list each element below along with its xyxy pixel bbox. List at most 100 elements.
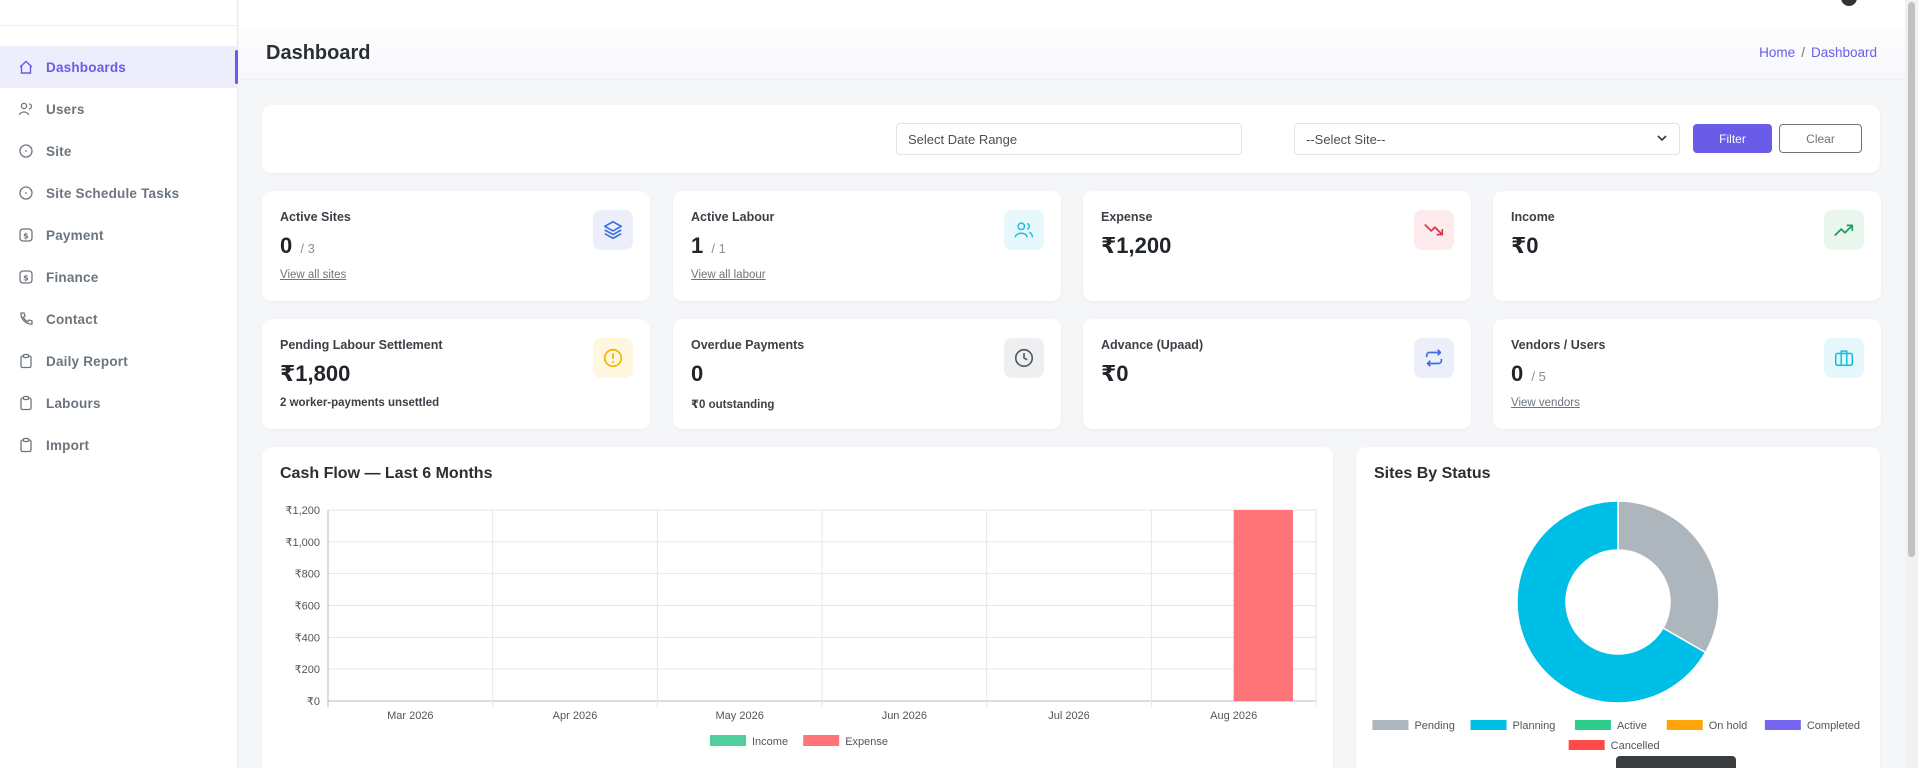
sidebar-item-users[interactable]: Users: [0, 88, 238, 130]
sidebar-item-site[interactable]: Site: [0, 130, 238, 172]
stat-card-advance-upaad: Advance (Upaad) ₹0: [1083, 319, 1471, 429]
stat-value-number: 0: [280, 233, 293, 258]
stat-card-active-labour: Active Labour 1 / 1 View all labour: [673, 191, 1061, 301]
site-select[interactable]: --Select Site--: [1294, 123, 1680, 155]
stat-value: 0 / 5: [1511, 361, 1546, 387]
sidebar-item-labours[interactable]: Labours: [0, 382, 238, 424]
bar-expense[interactable]: [1233, 510, 1293, 701]
legend-label[interactable]: Pending: [1414, 720, 1454, 732]
sidebar-item-payment[interactable]: $ Payment: [0, 214, 238, 256]
sidebar-item-label: Site Schedule Tasks: [46, 185, 180, 201]
top-navbar: [239, 0, 1905, 26]
slice-planning[interactable]: [1516, 500, 1707, 704]
stat-value-number: ₹1,800: [280, 361, 351, 386]
page-header: Dashboard Home / Dashboard: [239, 26, 1905, 80]
legend-swatch[interactable]: [1574, 720, 1611, 730]
stat-value-number: 0: [1511, 361, 1524, 386]
page-scrollbar[interactable]: [1905, 0, 1918, 768]
breadcrumb-separator: /: [1801, 45, 1805, 60]
sites-status-card: Sites By Status Pending Planning Active On …: [1356, 447, 1880, 768]
scrollbar-thumb[interactable]: [1908, 2, 1915, 557]
chevron-down-icon: [1656, 132, 1668, 147]
legend-swatch[interactable]: [1568, 740, 1605, 750]
x-tick-label: Apr 2026: [553, 710, 598, 722]
svg-text:$: $: [23, 232, 29, 241]
stat-label: Overdue Payments: [691, 338, 805, 352]
legend-swatch[interactable]: [1470, 720, 1507, 730]
legend-swatch[interactable]: [1372, 720, 1409, 730]
cash-flow-chart: ₹0 ₹200 ₹400 ₹600 ₹800 ₹1,000 ₹1,200 Mar 2026 Ap…: [285, 505, 1317, 748]
sidebar-item-label: Site: [46, 143, 72, 159]
x-tick-label: Aug 2026: [1210, 710, 1257, 722]
legend-swatch[interactable]: [710, 735, 746, 746]
sidebar-logo-area: [0, 0, 237, 26]
sidebar-nav: Dashboards Users Site Site Schedule Tasks $ P…: [0, 46, 238, 466]
sidebar-item-label: Users: [46, 101, 85, 117]
sidebar-item-daily-report[interactable]: Daily Report: [0, 340, 238, 382]
clock-icon: [1004, 338, 1044, 378]
legend-label[interactable]: Active: [1617, 720, 1647, 732]
stat-label: Active Sites: [280, 210, 351, 224]
stat-card-overdue-payments: Overdue Payments 0 ₹0 outstanding: [673, 319, 1061, 429]
legend-swatch[interactable]: [1764, 720, 1801, 730]
stat-link[interactable]: View all labour: [691, 269, 766, 281]
stat-value: ₹0: [1511, 233, 1539, 259]
x-tick-label: Jul 2026: [1048, 710, 1090, 722]
stat-value-number: ₹1,200: [1101, 233, 1172, 258]
x-tick-label: Jun 2026: [882, 710, 927, 722]
stat-label: Pending Labour Settlement: [280, 338, 443, 352]
legend-label[interactable]: Planning: [1513, 720, 1556, 732]
stat-card-expense: Expense ₹1,200: [1083, 191, 1471, 301]
sidebar-item-label: Finance: [46, 269, 99, 285]
circle-icon: [18, 143, 34, 159]
breadcrumb-home-link[interactable]: Home: [1759, 45, 1796, 60]
sidebar-item-finance[interactable]: $ Finance: [0, 256, 238, 298]
sidebar-item-label: Labours: [46, 395, 101, 411]
sidebar-item-import[interactable]: Import: [0, 424, 238, 466]
legend-swatch[interactable]: [803, 735, 840, 746]
stat-card-income: Income ₹0: [1493, 191, 1881, 301]
clipboard-icon: [18, 437, 34, 453]
stat-subtext: 2 worker-payments unsettled: [280, 397, 440, 409]
sidebar-item-dashboards[interactable]: Dashboards: [0, 46, 238, 88]
repeat-icon: [1414, 338, 1454, 378]
x-tick-label: May 2026: [716, 710, 764, 722]
breadcrumb: Home / Dashboard: [1759, 45, 1877, 60]
floating-toolbar[interactable]: [1616, 756, 1736, 768]
sidebar-item-contact[interactable]: Contact: [0, 298, 238, 340]
legend-label[interactable]: Cancelled: [1611, 740, 1660, 752]
trending-up-icon: [1824, 210, 1864, 250]
stat-link[interactable]: View all sites: [280, 269, 347, 281]
sites-status-title: Sites By Status: [1374, 465, 1491, 482]
y-tick-label: ₹0: [307, 696, 320, 708]
avatar[interactable]: [1841, 0, 1857, 6]
stat-label: Expense: [1101, 210, 1153, 224]
legend-label[interactable]: Income: [752, 736, 788, 748]
slice-pending[interactable]: [1617, 500, 1720, 654]
clear-button[interactable]: Clear: [1779, 124, 1862, 153]
sidebar-item-label: Daily Report: [46, 353, 128, 369]
stat-value-number: ₹0: [1511, 233, 1539, 258]
cash-flow-card: Cash Flow — Last 6 Months ₹0 ₹200 ₹400 ₹600…: [262, 447, 1333, 768]
sidebar-item-label: Contact: [46, 311, 98, 327]
circle-icon: [18, 185, 34, 201]
y-tick-label: ₹600: [295, 601, 320, 613]
legend-label[interactable]: Expense: [845, 736, 888, 748]
legend-label[interactable]: Completed: [1807, 720, 1860, 732]
page-title: Dashboard: [266, 42, 371, 64]
date-range-input[interactable]: Select Date Range: [896, 123, 1242, 155]
breadcrumb-current[interactable]: Dashboard: [1810, 45, 1877, 60]
sidebar-item-site-schedule-tasks[interactable]: Site Schedule Tasks: [0, 172, 238, 214]
users-icon: [18, 101, 34, 117]
legend-label[interactable]: On hold: [1709, 720, 1748, 732]
stat-label: Advance (Upaad): [1101, 338, 1204, 352]
legend-swatch[interactable]: [1666, 720, 1703, 730]
y-tick-label: ₹200: [295, 664, 320, 676]
filter-card: Select Date Range --Select Site-- Filter…: [262, 105, 1880, 173]
stat-link[interactable]: View vendors: [1511, 397, 1580, 409]
x-tick-label: Mar 2026: [387, 710, 433, 722]
dollar-icon: $: [18, 269, 34, 285]
alert-circle-icon: [593, 338, 633, 378]
filter-button[interactable]: Filter: [1693, 124, 1772, 153]
layers-icon: [593, 210, 633, 250]
